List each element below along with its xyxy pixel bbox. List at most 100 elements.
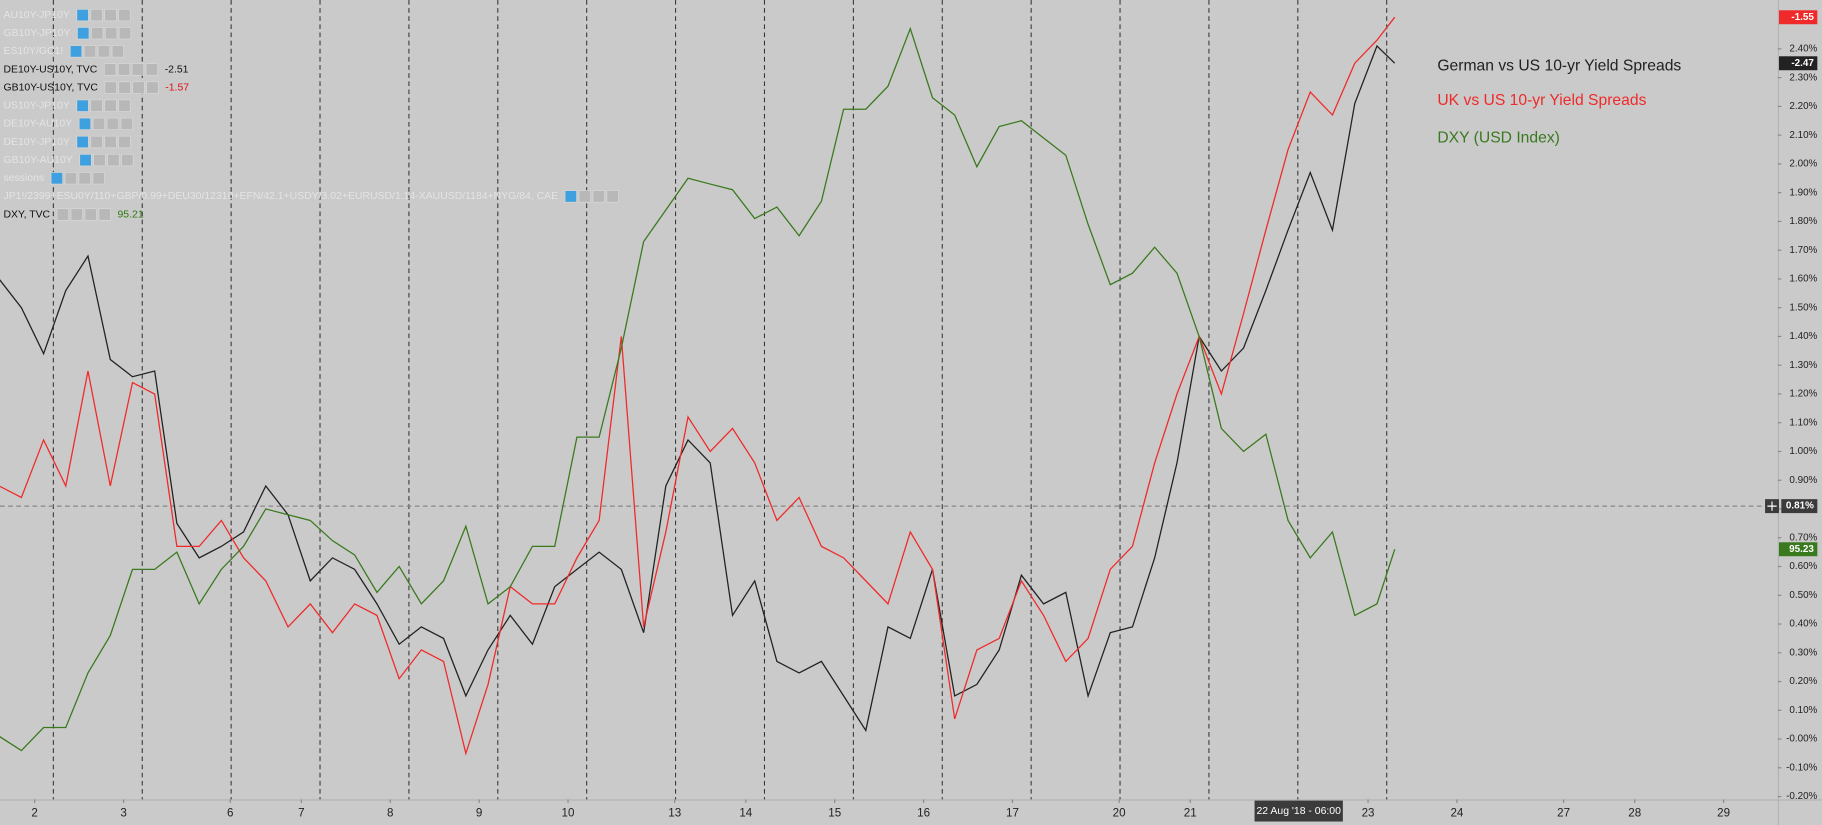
y-tick-label: 1.60%	[1789, 274, 1817, 285]
indicator-name: DE10Y-AU10Y	[4, 119, 73, 130]
price-tag: -1.55	[1778, 10, 1818, 25]
series-line	[0, 26, 1396, 752]
indicator-name: AU10Y-JP10Y	[4, 10, 70, 21]
indicator-icon	[117, 63, 131, 76]
y-tick-label: 0.10%	[1789, 705, 1817, 716]
indicator-icon	[92, 117, 106, 131]
indicator-icon	[104, 27, 118, 40]
x-tick-label: 10	[562, 806, 575, 819]
indicator-icon	[132, 81, 145, 94]
crosshair-x-label: 22 Aug '18 - 06:00	[1257, 806, 1342, 817]
x-tick-label: 8	[387, 806, 393, 819]
indicator-icon	[90, 8, 103, 22]
indicator-icon	[104, 81, 117, 94]
indicator-value: 95.21	[118, 209, 144, 220]
y-tick-label: 1.80%	[1789, 216, 1817, 227]
indicator-name: GB10Y-US10Y, TVC	[4, 82, 99, 93]
indicator-name: DXY, TVC	[4, 209, 51, 220]
indicator-icon	[103, 63, 117, 76]
indicator-icon	[76, 8, 89, 22]
y-tick-label: 0.50%	[1789, 590, 1817, 601]
indicator-icon	[69, 45, 83, 58]
y-tick-label: 0.30%	[1789, 647, 1817, 658]
crosshair-x-box	[1254, 800, 1343, 822]
x-tick-label: 13	[668, 806, 681, 819]
indicator-icon	[118, 135, 131, 149]
x-tick-label: 3	[120, 806, 126, 819]
indicator-icon	[578, 190, 591, 203]
indicator-icon	[90, 27, 104, 40]
indicator-icon	[79, 153, 92, 167]
x-tick-label: 16	[917, 806, 930, 819]
indicator-icon	[606, 190, 619, 203]
indicator-icon	[118, 27, 132, 40]
x-tick-label: 24	[1450, 806, 1463, 819]
crosshair-y-label: 0.81%	[1786, 501, 1814, 512]
indicator-icon	[118, 81, 131, 94]
y-tick-label: 2.40%	[1789, 43, 1817, 54]
indicator-icon	[120, 117, 133, 131]
x-tick-label: 7	[298, 806, 304, 819]
y-tick-label: 1.10%	[1789, 417, 1817, 428]
y-tick-label: 0.60%	[1789, 561, 1817, 572]
indicator-icon	[90, 135, 103, 149]
y-tick-label: 1.90%	[1789, 187, 1817, 198]
x-tick-label: 29	[1717, 806, 1730, 819]
indicator-icon	[70, 208, 83, 221]
price-tag-box	[1778, 542, 1818, 557]
price-tag-box	[1778, 10, 1818, 25]
indicator-icon	[84, 208, 97, 221]
indicator-icon	[118, 8, 131, 22]
indicator-icon	[93, 153, 106, 167]
price-tag: -2.47	[1778, 56, 1818, 71]
indicator-icon	[146, 81, 159, 94]
series-line	[0, 16, 1396, 756]
y-tick-label: 1.70%	[1789, 245, 1817, 256]
indicator-icon	[121, 153, 134, 167]
indicator-icon	[98, 208, 111, 221]
indicator-icon	[90, 99, 103, 112]
indicator-icon	[56, 208, 70, 221]
y-tick-label: 0.70%	[1789, 532, 1817, 543]
y-tick-label: -0.00%	[1786, 734, 1817, 745]
x-tick-label: 2	[31, 806, 37, 819]
indicator-icon	[592, 190, 605, 203]
x-tick-label: 28	[1628, 806, 1641, 819]
indicator-icon	[104, 135, 117, 149]
y-tick-label: 0.20%	[1789, 676, 1817, 687]
indicator-name: DE10Y-JP10Y	[4, 137, 70, 148]
y-tick-label: 0.40%	[1789, 619, 1817, 630]
price-tag-box	[1778, 56, 1818, 71]
indicator-name: ES10Y/GC1!	[4, 46, 64, 57]
indicator-value: -2.51	[165, 64, 189, 75]
x-tick-label: 15	[828, 806, 841, 819]
indicator-icon	[118, 99, 131, 112]
x-tick-label: 6	[227, 806, 233, 819]
indicator-icon	[106, 117, 119, 131]
indicator-icon	[104, 99, 117, 112]
indicator-icon	[564, 190, 578, 203]
indicator-icon	[83, 45, 97, 58]
indicator-name: GB10Y-JP10Y	[4, 28, 71, 39]
indicator-icon	[78, 172, 91, 185]
y-tick-label: -0.10%	[1786, 762, 1817, 773]
indicator-icon	[76, 99, 89, 112]
legend-entry: UK vs US 10-yr Yield Spreads	[1437, 92, 1646, 109]
crosshair-icon-plus	[1767, 501, 1777, 511]
indicator-name: sessions	[4, 173, 45, 184]
y-tick-label: 1.30%	[1789, 360, 1817, 371]
indicator-icon	[92, 172, 105, 185]
y-tick-label: -0.20%	[1786, 791, 1817, 802]
legend-entry: German vs US 10-yr Yield Spreads	[1437, 57, 1681, 74]
indicator-value: -1.57	[165, 82, 189, 93]
crosshair-y-box	[1781, 499, 1818, 514]
indicator-name: JP1!/2399+ESU0Y/110+GBP/0.99+DEU30/12310…	[4, 191, 559, 202]
indicator-name: DE10Y-US10Y, TVC	[4, 64, 98, 75]
indicator-icon	[77, 27, 90, 40]
x-tick-label: 21	[1184, 806, 1197, 819]
y-tick-label: 2.10%	[1789, 130, 1817, 141]
y-tick-label: 1.00%	[1789, 446, 1817, 457]
